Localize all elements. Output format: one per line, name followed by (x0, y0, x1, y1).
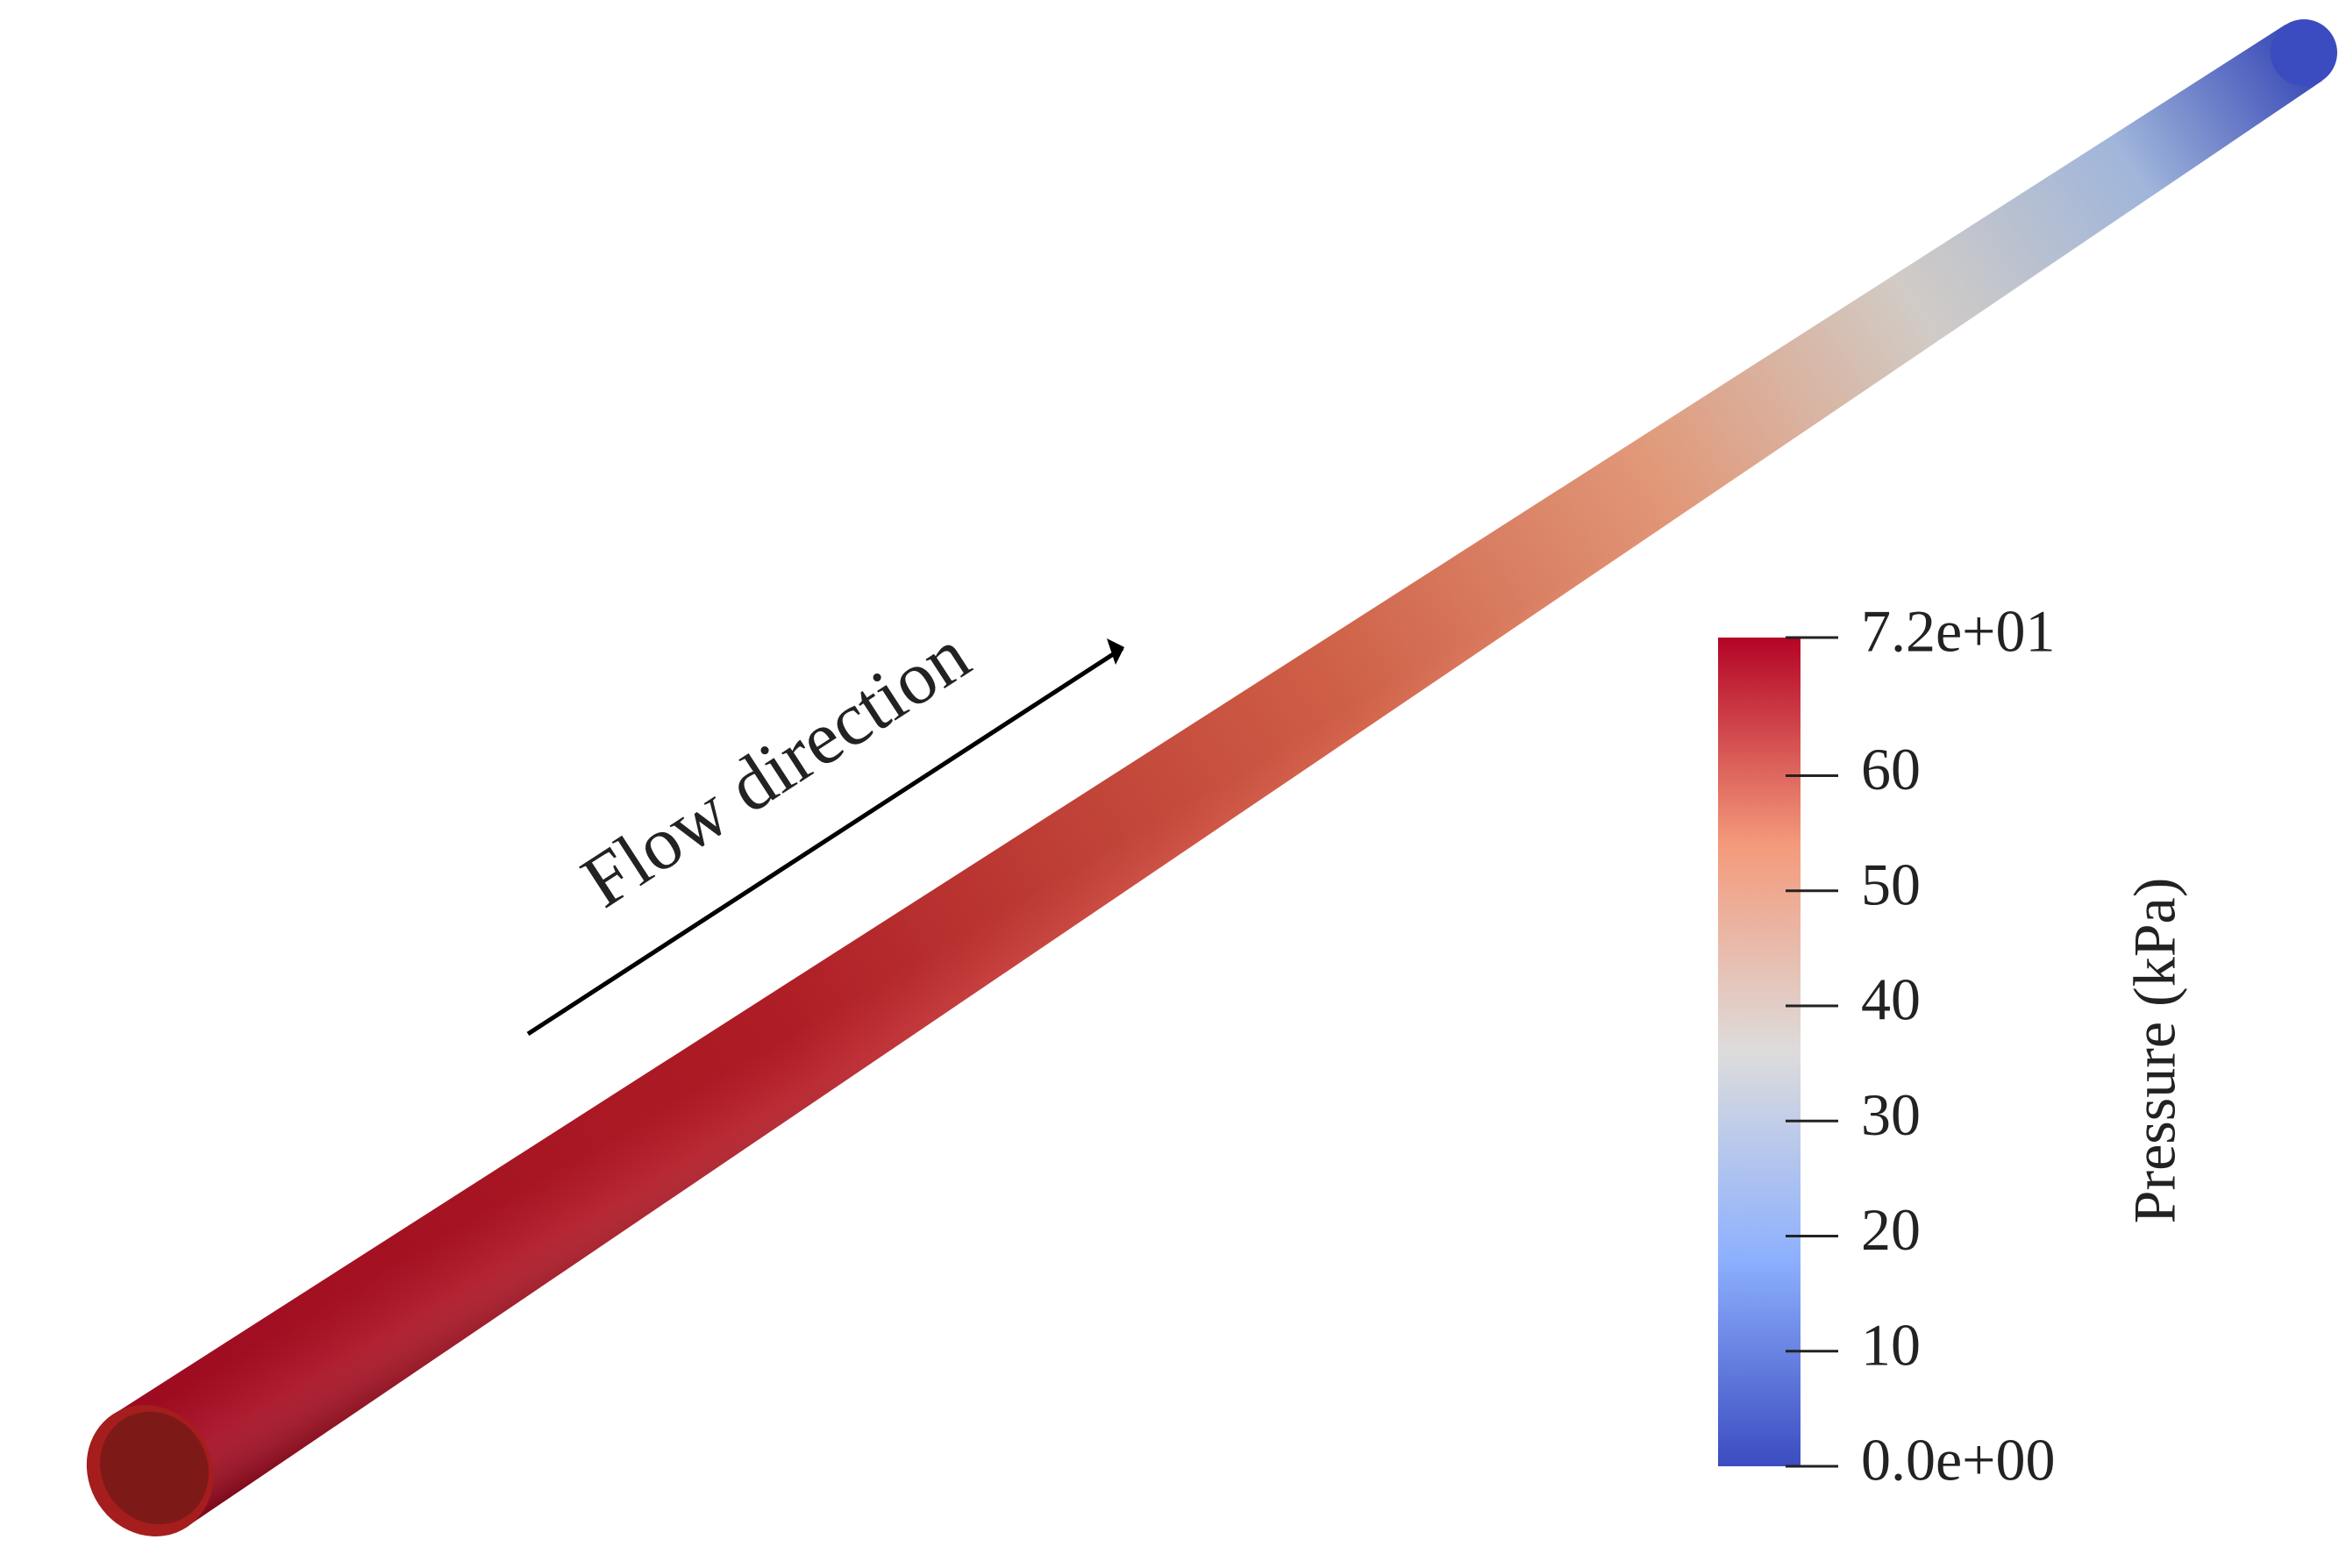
tick-label: 20 (1861, 1196, 1921, 1263)
tick-label: 60 (1861, 736, 1921, 802)
flow-arrow (526, 645, 1124, 1037)
arrow-head (1107, 638, 1124, 665)
annotation: Flow direction (567, 612, 984, 923)
colorbar-gradient (1718, 638, 1801, 1466)
tick-label: 7.2e+01 (1861, 598, 2056, 665)
tick-label: 30 (1861, 1081, 1921, 1148)
tick-label: 50 (1861, 851, 1921, 917)
colorbar-label: Pressure (kPa) (2121, 878, 2188, 1224)
tick-label: 40 (1861, 966, 1921, 1033)
colorbar: Pressure (kPa) 0.0e+00 10 20 30 40 50 60 7.2e+0… (1718, 598, 2188, 1493)
tick-label: 10 (1861, 1311, 1921, 1378)
tick-label: 0.0e+00 (1861, 1427, 2056, 1493)
pipe (86, 19, 2337, 1536)
